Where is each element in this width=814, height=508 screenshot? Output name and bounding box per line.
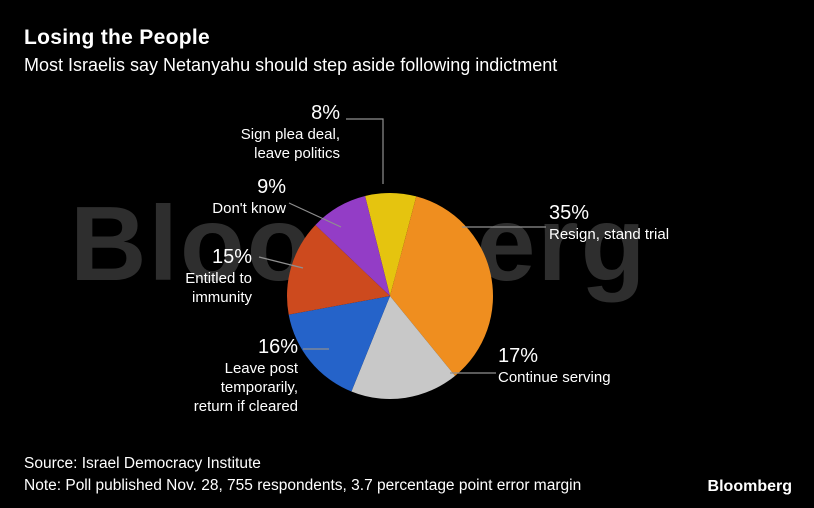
label-sign-plea-deal: 8% Sign plea deal, leave politics (241, 101, 340, 164)
label-text: Entitled to (185, 270, 252, 287)
label-entitled-immunity: 15% Entitled to immunity (185, 245, 252, 308)
leader-lines (258, 118, 546, 374)
leader-line-immunity (258, 256, 304, 269)
label-text: Sign plea deal, (240, 126, 340, 143)
bloomberg-logo: Bloomberg (707, 478, 792, 495)
leader-line-dontknow (288, 202, 342, 228)
label-text: immunity (191, 288, 252, 306)
label-text: leave politics (254, 144, 340, 162)
label-text: Leave post (224, 360, 298, 377)
label-text: Continue serving (498, 369, 611, 386)
label-text: Don't know (212, 200, 286, 217)
chart-title: Losing the People (24, 26, 210, 49)
label-text: return if cleared (193, 397, 298, 415)
label-leave-post: 16% Leave post temporarily, return if cl… (194, 335, 298, 416)
pie-slice-0 (365, 193, 417, 296)
label-pct: 9% (257, 176, 286, 198)
label-pct: 8% (311, 102, 340, 124)
pie-slice-3 (288, 296, 390, 392)
label-pct: 17% (498, 345, 539, 367)
label-pct: 15% (211, 246, 252, 268)
pie-slice-2 (351, 296, 456, 399)
pie (286, 193, 493, 399)
label-resign: 35% Resign, stand trial (549, 201, 669, 245)
note-text: Note: Poll published Nov. 28, 755 respon… (24, 477, 582, 494)
label-text: Resign, stand trial (549, 226, 670, 243)
leader-line-plea (346, 118, 384, 184)
pie-slice-1 (390, 196, 493, 376)
pie-slice-4 (286, 224, 390, 315)
label-continue-serving: 17% Continue serving (498, 344, 611, 388)
label-dont-know: 9% Don't know (212, 175, 286, 219)
source-text: Source: Israel Democracy Institute (24, 455, 261, 472)
label-pct: 35% (549, 202, 590, 224)
label-pct: 16% (257, 336, 298, 358)
chart-subtitle: Most Israelis say Netanyahu should step … (24, 55, 558, 75)
pie-slice-5 (315, 196, 390, 296)
label-text: temporarily, (220, 378, 298, 396)
